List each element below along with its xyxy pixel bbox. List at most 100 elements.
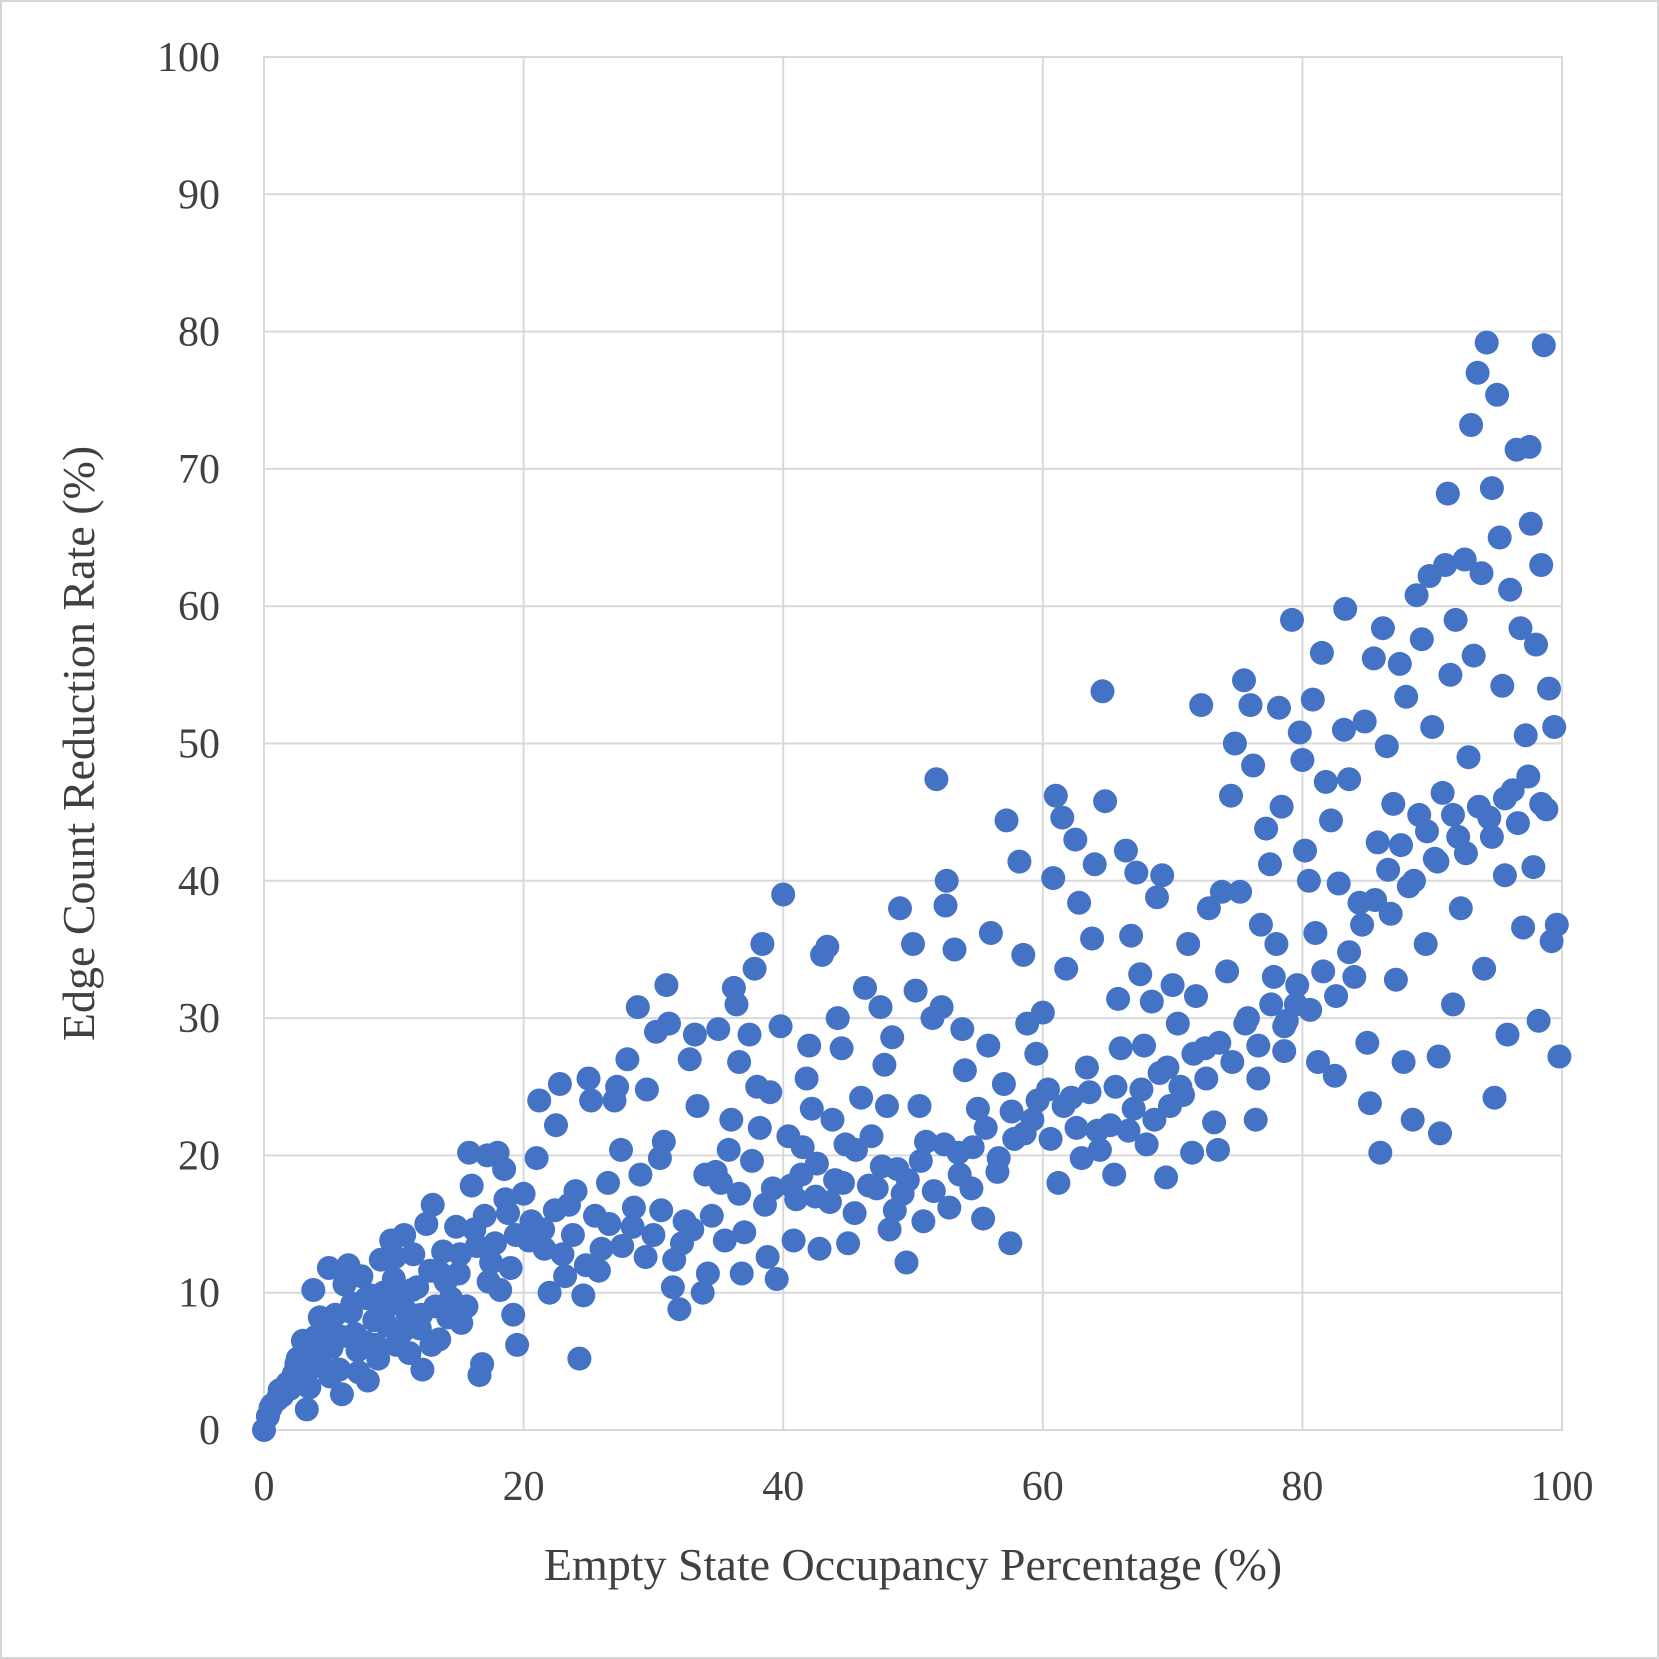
data-point	[685, 1094, 710, 1118]
data-point	[1326, 871, 1351, 896]
y-tick-label: 100	[157, 35, 220, 81]
data-point	[660, 1275, 685, 1300]
data-point	[1413, 932, 1438, 956]
data-point	[1259, 992, 1284, 1017]
data-point	[1415, 819, 1439, 844]
data-point	[1119, 923, 1144, 948]
data-point	[1248, 912, 1273, 937]
data-point	[400, 1278, 424, 1302]
data-point	[667, 1297, 692, 1322]
data-point	[511, 1181, 536, 1206]
data-point	[1466, 794, 1491, 819]
data-point	[921, 1179, 946, 1204]
data-point	[1490, 673, 1515, 698]
data-point	[677, 1047, 702, 1072]
data-point	[1228, 879, 1253, 904]
data-point	[732, 1220, 757, 1245]
data-point	[1176, 932, 1201, 956]
data-point	[853, 975, 877, 1000]
data-point	[649, 1198, 674, 1223]
data-point	[410, 1357, 435, 1382]
data-point	[699, 1203, 724, 1228]
data-point	[1087, 1137, 1112, 1162]
data-point	[454, 1294, 479, 1319]
data-point	[695, 1261, 720, 1286]
data-point	[1459, 413, 1484, 437]
data-point	[1531, 333, 1556, 358]
data-point	[1309, 640, 1334, 665]
data-point	[1479, 476, 1504, 501]
data-point	[275, 1371, 300, 1396]
data-point	[1054, 956, 1079, 981]
data-point	[690, 1280, 715, 1305]
data-point	[1469, 561, 1494, 586]
data-point	[1498, 577, 1523, 602]
data-point	[476, 1269, 501, 1294]
data-point	[1441, 802, 1465, 827]
data-point	[409, 1302, 434, 1327]
data-point	[349, 1264, 374, 1289]
data-point	[1050, 805, 1075, 830]
data-point	[1194, 1066, 1219, 1091]
data-point	[381, 1267, 406, 1291]
data-point	[414, 1212, 439, 1236]
data-point	[768, 1014, 793, 1039]
data-point	[1420, 715, 1445, 739]
data-point	[1511, 915, 1536, 940]
data-point	[1547, 1044, 1572, 1069]
data-point	[1246, 1033, 1271, 1058]
data-point	[1074, 1055, 1099, 1080]
data-point	[401, 1242, 426, 1267]
data-point	[797, 1033, 822, 1058]
data-point	[1285, 973, 1310, 998]
data-point	[505, 1332, 530, 1357]
data-point	[1082, 852, 1107, 877]
data-point	[1038, 1126, 1063, 1151]
data-point	[339, 1299, 363, 1324]
data-point	[999, 1099, 1024, 1124]
data-point	[1168, 1074, 1193, 1099]
data-point	[1508, 616, 1533, 641]
data-point	[1206, 1137, 1230, 1162]
data-point	[553, 1264, 578, 1289]
data-point	[1337, 940, 1362, 965]
data-point	[1482, 1085, 1507, 1110]
data-point	[579, 1088, 604, 1113]
data-point	[383, 1245, 408, 1269]
y-axis-tick-labels: 0 10 20 30 40 50 60 70 80 90 100	[157, 35, 220, 1454]
data-point	[758, 1080, 783, 1105]
data-point	[1145, 885, 1169, 910]
data-point	[1303, 921, 1328, 945]
data-point	[1219, 783, 1243, 808]
y-tick-label: 20	[178, 1133, 220, 1179]
data-point	[1267, 695, 1291, 720]
data-point	[716, 1137, 741, 1162]
data-point	[740, 1148, 764, 1173]
data-point	[825, 1006, 850, 1031]
data-point	[1150, 863, 1175, 888]
data-point	[1132, 1033, 1156, 1058]
data-point	[830, 1170, 855, 1195]
data-point	[1485, 382, 1510, 407]
data-point	[1474, 330, 1499, 355]
data-point	[829, 1036, 854, 1061]
data-point	[1389, 833, 1413, 858]
data-point	[1526, 1008, 1551, 1033]
data-point	[729, 1261, 754, 1286]
data-point	[641, 1223, 666, 1247]
data-point	[605, 1074, 630, 1099]
data-point	[719, 1107, 744, 1132]
x-tick-label: 40	[762, 1464, 804, 1510]
data-point	[869, 1154, 894, 1179]
data-point	[298, 1341, 323, 1366]
data-point	[1077, 1080, 1102, 1105]
data-point	[620, 1214, 645, 1239]
data-point	[737, 1022, 762, 1047]
data-point	[354, 1286, 379, 1311]
data-point	[1448, 896, 1473, 921]
data-point	[742, 956, 767, 981]
data-point	[1443, 607, 1468, 632]
data-point	[790, 1135, 815, 1160]
data-point	[542, 1198, 567, 1223]
data-point	[1441, 992, 1465, 1017]
